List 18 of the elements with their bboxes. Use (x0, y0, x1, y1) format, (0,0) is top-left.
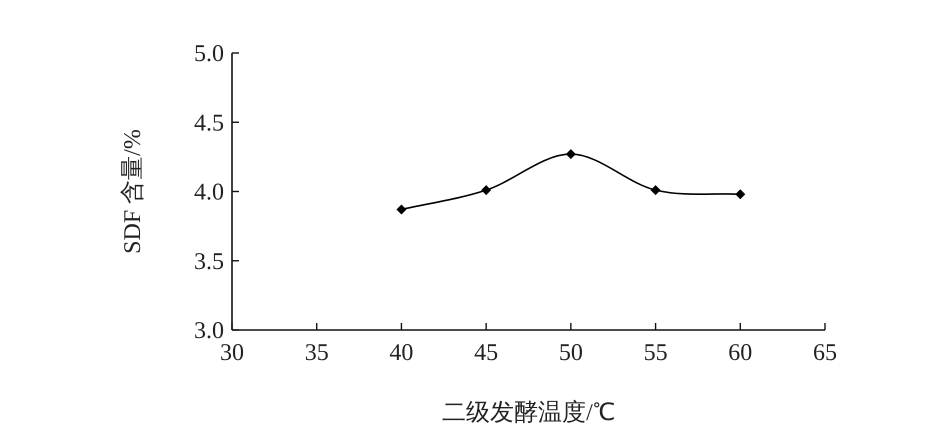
point (650, 185, 661, 196)
x-tick-label: 40 (389, 340, 414, 366)
x-axis-title: 二级发酵温度/℃ (442, 399, 615, 426)
y-tick-label: 4.0 (194, 180, 224, 206)
point (566, 149, 576, 160)
x-tick-label: 60 (728, 340, 752, 366)
point (735, 189, 746, 200)
x-tick-label: 55 (644, 340, 668, 366)
point (481, 185, 492, 196)
x-tick-label: 45 (474, 340, 498, 366)
x-tick-label: 65 (813, 340, 837, 366)
y-axis-title: SDF 含量/% (120, 129, 146, 254)
y-tick-label: 3.5 (194, 248, 224, 275)
y-tick-label: 4.5 (194, 110, 224, 136)
y-tick-label: 5.0 (194, 41, 224, 67)
x-tick-label: 35 (304, 340, 329, 366)
point (396, 204, 406, 215)
x-tick-label: 50 (558, 340, 583, 366)
